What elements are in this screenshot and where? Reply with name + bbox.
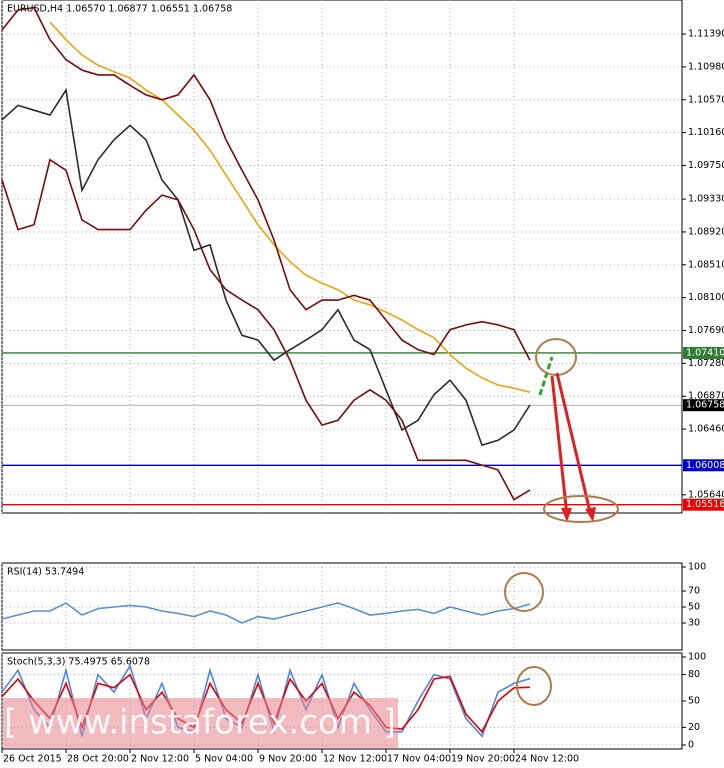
x-tick-label: 28 Oct 20:00 <box>67 754 129 765</box>
level-label: 1.07410 <box>686 347 724 358</box>
watermark-band <box>3 698 398 748</box>
x-tick-label: 9 Nov 20:00 <box>259 754 317 765</box>
annotations <box>504 338 619 706</box>
y-tick-label: 70 <box>688 586 700 597</box>
circle <box>543 495 619 523</box>
y-tick-label: 50 <box>688 696 700 707</box>
y-tick-label: 100 <box>688 562 706 573</box>
watermark: [ www.instaforex.com ] <box>4 703 396 743</box>
y-tick-label: 1.08100 <box>688 292 724 303</box>
x-tick-label: 17 Nov 04:00 <box>387 754 451 765</box>
series-line <box>1 6 531 361</box>
y-tick-label: 0 <box>688 740 694 751</box>
panel-title: RSI(14) 53.7494 <box>7 567 84 578</box>
y-tick-label: 1.06870 <box>688 391 724 402</box>
y-tick-label: 30 <box>688 618 700 629</box>
x-tick-label: 12 Nov 12:00 <box>323 754 387 765</box>
projection <box>538 356 554 396</box>
y-tick-label: 1.08510 <box>688 259 724 270</box>
x-tick-label: 5 Nov 04:00 <box>195 754 253 765</box>
y-tick-label: 50 <box>688 602 700 613</box>
y-tick-label: 1.09750 <box>688 160 724 171</box>
x-tick-label: 19 Nov 20:00 <box>451 754 515 765</box>
y-tick-label: 1.08920 <box>688 226 724 237</box>
arrow <box>555 372 593 517</box>
arrow-head <box>561 508 572 522</box>
x-tick-label: 2 Nov 12:00 <box>131 754 189 765</box>
series-line <box>49 21 531 393</box>
y-tick-label: 1.06460 <box>688 424 724 435</box>
circle <box>516 666 552 706</box>
y-tick-label: 20 <box>688 722 700 733</box>
level-label-box <box>683 498 724 511</box>
y-tick-label: 100 <box>688 652 706 663</box>
y-tick-label: 1.10160 <box>688 127 724 138</box>
y-tick-label: 80 <box>688 669 700 680</box>
y-tick-label: 1.11390 <box>688 29 724 40</box>
y-tick-label: 1.05640 <box>688 489 724 500</box>
x-tick-label: 26 Oct 2015 <box>3 754 62 765</box>
series-line <box>1 158 531 501</box>
level-label: 1.06758 <box>686 400 724 411</box>
level-label-box <box>683 459 724 472</box>
y-tick-label: 1.09330 <box>688 194 724 205</box>
circle <box>504 572 544 612</box>
arrow <box>550 375 569 517</box>
level-label: 1.06008 <box>686 460 724 471</box>
y-tick-label: 1.10570 <box>688 94 724 105</box>
panel-title: Stoch(5,3,3) 75.4975 65.6078 <box>7 657 150 668</box>
level-label-box <box>683 346 724 359</box>
x-tick-label: 24 Nov 12:00 <box>515 754 579 765</box>
series-line <box>1 602 531 624</box>
panel-title: EURUSD,H4 1.06570 1.06877 1.06551 1.0675… <box>7 4 232 15</box>
y-tick-label: 1.07280 <box>688 358 724 369</box>
level-label-box <box>683 399 724 412</box>
y-tick-label: 1.07690 <box>688 325 724 336</box>
y-tick-label: 1.10980 <box>688 61 724 72</box>
series-line <box>1 87 531 447</box>
arrow-head <box>585 507 596 522</box>
level-label: 1.05516 <box>686 499 724 510</box>
